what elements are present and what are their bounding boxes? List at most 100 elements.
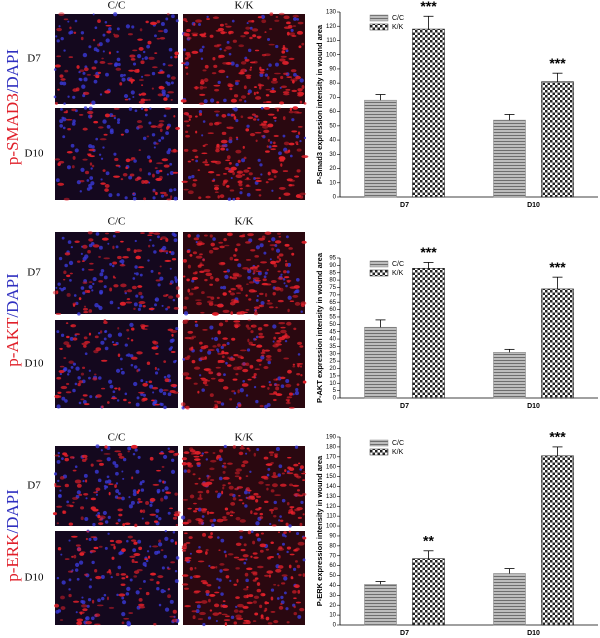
nucleus <box>121 596 125 600</box>
signal <box>209 283 214 286</box>
signal <box>274 494 281 497</box>
signal <box>270 511 273 514</box>
signal <box>264 231 272 235</box>
signal <box>293 327 297 331</box>
nucleus <box>250 530 254 534</box>
counterstain-name: /DAPI <box>3 489 22 534</box>
signal <box>238 451 244 456</box>
nucleus <box>162 391 167 396</box>
nucleus <box>53 68 57 71</box>
signal <box>246 601 253 605</box>
signal <box>161 465 165 468</box>
signal <box>159 85 163 89</box>
signal <box>224 167 230 171</box>
nucleus <box>107 242 110 245</box>
signal <box>297 589 301 594</box>
nucleus <box>69 336 74 341</box>
nucleus <box>260 106 264 110</box>
signal <box>259 71 265 74</box>
nucleus <box>74 382 78 386</box>
signal <box>208 598 211 603</box>
signal <box>193 510 198 513</box>
signal <box>229 510 234 514</box>
signal <box>270 596 274 601</box>
signal <box>152 386 159 390</box>
signal <box>240 444 244 448</box>
signal <box>211 72 217 75</box>
nucleus <box>132 548 137 553</box>
nucleus <box>191 279 195 283</box>
signal <box>167 306 171 309</box>
nucleus <box>71 121 76 126</box>
signal <box>213 186 220 191</box>
nucleus <box>124 343 128 347</box>
nucleus <box>255 399 259 404</box>
micrograph-bg <box>183 446 305 526</box>
signal <box>152 190 156 193</box>
nucleus <box>201 452 204 455</box>
nucleus <box>173 188 177 192</box>
signal <box>209 519 214 523</box>
nucleus <box>69 279 72 282</box>
signal <box>216 43 222 47</box>
signal <box>271 524 277 527</box>
nucleus <box>134 109 138 113</box>
signal <box>192 473 196 476</box>
signal <box>274 240 282 244</box>
signal <box>285 260 288 263</box>
nucleus <box>299 139 302 143</box>
nucleus <box>279 515 282 518</box>
signal <box>214 591 220 594</box>
nucleus <box>86 604 90 608</box>
signal <box>302 479 306 481</box>
signal <box>90 497 97 501</box>
signal <box>283 92 290 96</box>
signal <box>196 301 203 306</box>
nucleus <box>260 355 265 360</box>
signal <box>274 286 281 291</box>
signal <box>76 483 82 488</box>
bar <box>493 352 526 399</box>
signal <box>247 327 251 330</box>
nucleus <box>175 19 179 23</box>
signal <box>134 561 139 563</box>
signal <box>224 23 228 26</box>
signal <box>64 457 70 462</box>
nucleus <box>166 150 171 155</box>
signal <box>141 398 146 402</box>
signal <box>115 572 120 577</box>
signal <box>278 555 281 559</box>
nucleus <box>163 590 166 593</box>
signal <box>223 173 227 175</box>
signal <box>124 98 129 101</box>
signal <box>170 350 176 353</box>
signal <box>148 56 155 60</box>
signal <box>281 335 288 339</box>
signal <box>170 330 178 333</box>
micrograph <box>182 231 307 316</box>
nucleus <box>246 124 250 128</box>
signal <box>155 142 159 145</box>
signal <box>73 554 77 559</box>
nucleus <box>104 487 107 490</box>
signal <box>84 170 90 175</box>
signal <box>56 290 59 295</box>
signal <box>233 94 239 98</box>
y-tick-label: 5 <box>333 388 337 394</box>
signal <box>65 391 72 394</box>
signal <box>278 235 282 238</box>
signal <box>273 263 278 268</box>
signal <box>227 83 234 88</box>
nucleus <box>58 256 63 261</box>
x-tick-label: D7 <box>400 202 409 209</box>
signal <box>257 327 263 331</box>
nucleus <box>174 278 178 282</box>
nucleus <box>286 550 289 554</box>
signal <box>275 568 282 573</box>
signal <box>249 36 253 40</box>
nucleus <box>106 457 111 462</box>
signal <box>151 66 158 69</box>
micrograph <box>54 529 180 627</box>
signal <box>213 84 221 87</box>
signal <box>239 447 245 450</box>
